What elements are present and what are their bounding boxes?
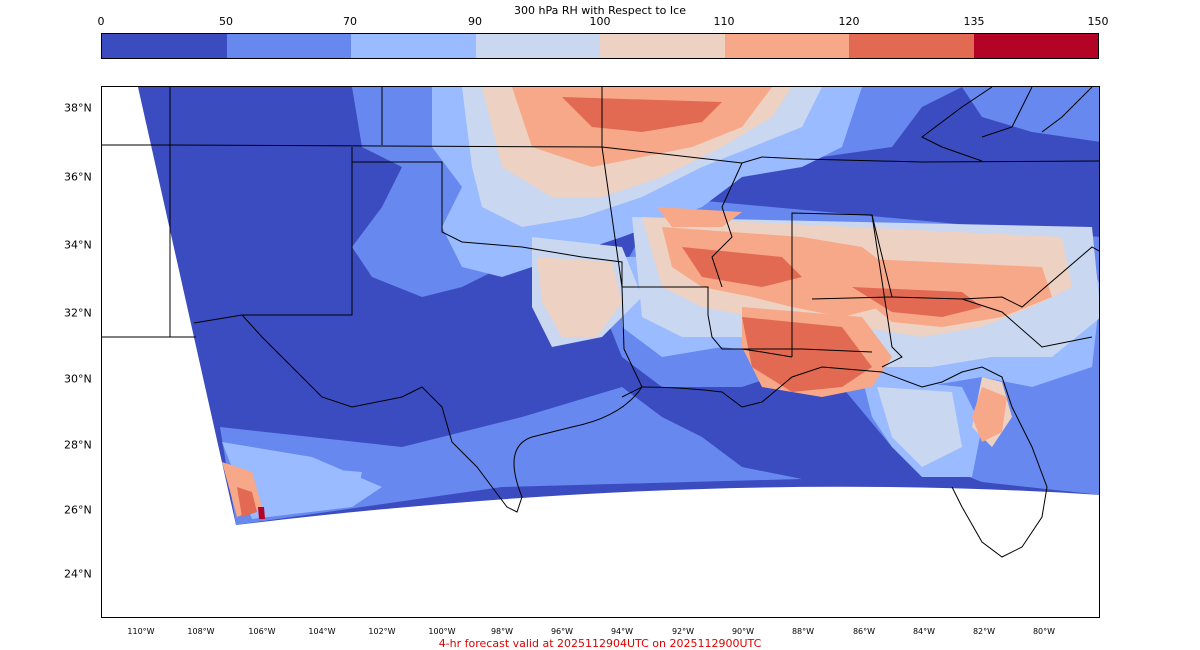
lon-label: 100°W bbox=[428, 627, 456, 636]
colorbar-segment bbox=[475, 34, 600, 58]
lon-label: 90°W bbox=[731, 627, 755, 636]
colorbar-tick: 120 bbox=[838, 15, 860, 28]
lon-label: 88°W bbox=[791, 627, 815, 636]
lat-label: 32°N bbox=[64, 306, 92, 320]
colorbar-segment bbox=[973, 34, 1098, 58]
rh-contour-map bbox=[102, 87, 1099, 558]
colorbar-title: 300 hPa RH with Respect to Ice bbox=[514, 4, 686, 17]
lon-label: 102°W bbox=[368, 627, 396, 636]
colorbar-segment bbox=[849, 34, 974, 58]
rh-contour-region bbox=[972, 387, 1007, 442]
colorbar-tick: 70 bbox=[343, 15, 357, 28]
colorbar-tick: 50 bbox=[219, 15, 233, 28]
lon-label: 94°W bbox=[610, 627, 634, 636]
rh-contour-region bbox=[877, 387, 962, 467]
forecast-valid-caption: 4-hr forecast valid at 2025112904UTC on … bbox=[438, 637, 762, 650]
rh-contour-region bbox=[222, 442, 382, 519]
lat-label: 34°N bbox=[64, 238, 92, 252]
colorbar-segment bbox=[724, 34, 849, 58]
rh-contour-region bbox=[657, 207, 742, 227]
rh-contour-region bbox=[302, 467, 362, 497]
colorbar-tick: 100 bbox=[589, 15, 611, 28]
colorbar-tick: 135 bbox=[963, 15, 985, 28]
lat-label: 38°N bbox=[64, 101, 92, 115]
colorbar-segment bbox=[226, 34, 351, 58]
lat-label: 24°N bbox=[64, 567, 92, 581]
lon-label: 108°W bbox=[187, 627, 215, 636]
lon-label: 96°W bbox=[550, 627, 574, 636]
lon-label: 82°W bbox=[972, 627, 996, 636]
coastline bbox=[241, 314, 1048, 558]
map-panel bbox=[101, 86, 1100, 618]
colorbar bbox=[101, 33, 1099, 59]
rh-fields bbox=[220, 87, 1099, 525]
rh-contour-region bbox=[742, 317, 872, 392]
rh-contour-region bbox=[258, 507, 265, 519]
state-boundaries bbox=[102, 87, 1099, 398]
colorbar-tick: 150 bbox=[1087, 15, 1109, 28]
lon-label: 106°W bbox=[248, 627, 276, 636]
lat-label: 28°N bbox=[64, 438, 92, 452]
colorbar-tick: 110 bbox=[713, 15, 735, 28]
lon-label: 80°W bbox=[1032, 627, 1056, 636]
lon-label: 104°W bbox=[308, 627, 336, 636]
colorbar-segment bbox=[600, 34, 725, 58]
colorbar-tick: 0 bbox=[97, 15, 105, 28]
lat-label: 26°N bbox=[64, 503, 92, 517]
lon-label: 92°W bbox=[671, 627, 695, 636]
lon-label: 84°W bbox=[912, 627, 936, 636]
lat-label: 30°N bbox=[64, 372, 92, 386]
lon-label: 98°W bbox=[490, 627, 514, 636]
lat-label: 36°N bbox=[64, 170, 92, 184]
colorbar-segment bbox=[351, 34, 476, 58]
colorbar-segment bbox=[102, 34, 227, 58]
lon-label: 110°W bbox=[127, 627, 155, 636]
rh-contour-region bbox=[237, 487, 257, 517]
lon-label: 86°W bbox=[852, 627, 876, 636]
colorbar-tick: 90 bbox=[468, 15, 482, 28]
rh-contour-region bbox=[537, 257, 622, 337]
